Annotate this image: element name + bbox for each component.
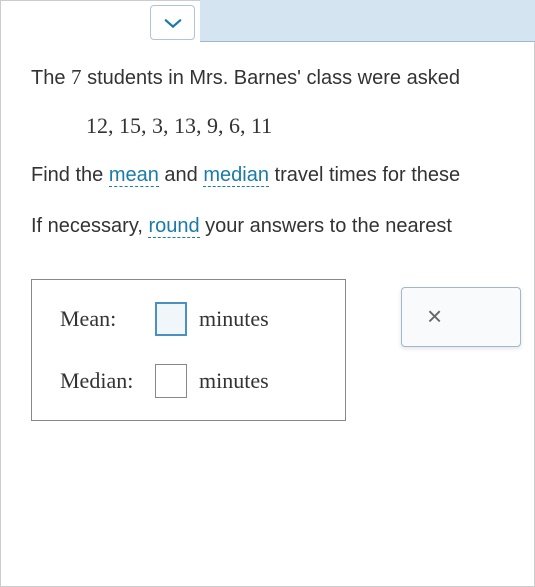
answer-section: Mean: minutes Median: minutes × [31,279,534,421]
median-unit: minutes [199,368,269,394]
mean-unit: minutes [199,306,269,332]
instruction-line-1: Find the mean and median travel times fo… [31,157,534,193]
instr-p4: If necessary, [31,215,148,237]
answer-box: Mean: minutes Median: minutes [31,279,346,421]
close-button[interactable]: × [401,287,521,347]
close-icon: × [427,301,442,332]
question-intro: The 7 students in Mrs. Barnes' class wer… [31,61,534,95]
mean-row: Mean: minutes [60,302,317,336]
question-container: The 7 students in Mrs. Barnes' class wer… [0,0,535,587]
median-input[interactable] [155,364,187,398]
scroll-up-button[interactable] [150,5,195,40]
intro-prefix: The [31,67,71,89]
median-row: Median: minutes [60,364,317,398]
instruction-line-2: If necessary, round your answers to the … [31,208,534,244]
term-round[interactable]: round [148,215,199,238]
instr-p1: Find the [31,164,109,186]
mean-input[interactable] [155,302,187,336]
instr-p5: your answers to the nearest [200,215,452,237]
top-bar [200,0,535,42]
instr-p3: travel times for these [269,164,460,186]
data-values: 12, 15, 3, 13, 9, 6, 11 [86,113,534,139]
median-label: Median: [60,368,155,394]
instr-p2: and [159,164,203,186]
mean-label: Mean: [60,306,155,332]
intro-suffix: students in Mrs. Barnes' class were aske… [82,67,460,89]
term-mean[interactable]: mean [109,164,159,187]
term-median[interactable]: median [203,164,269,187]
chevron-down-icon [164,17,182,29]
student-count: 7 [71,65,82,89]
